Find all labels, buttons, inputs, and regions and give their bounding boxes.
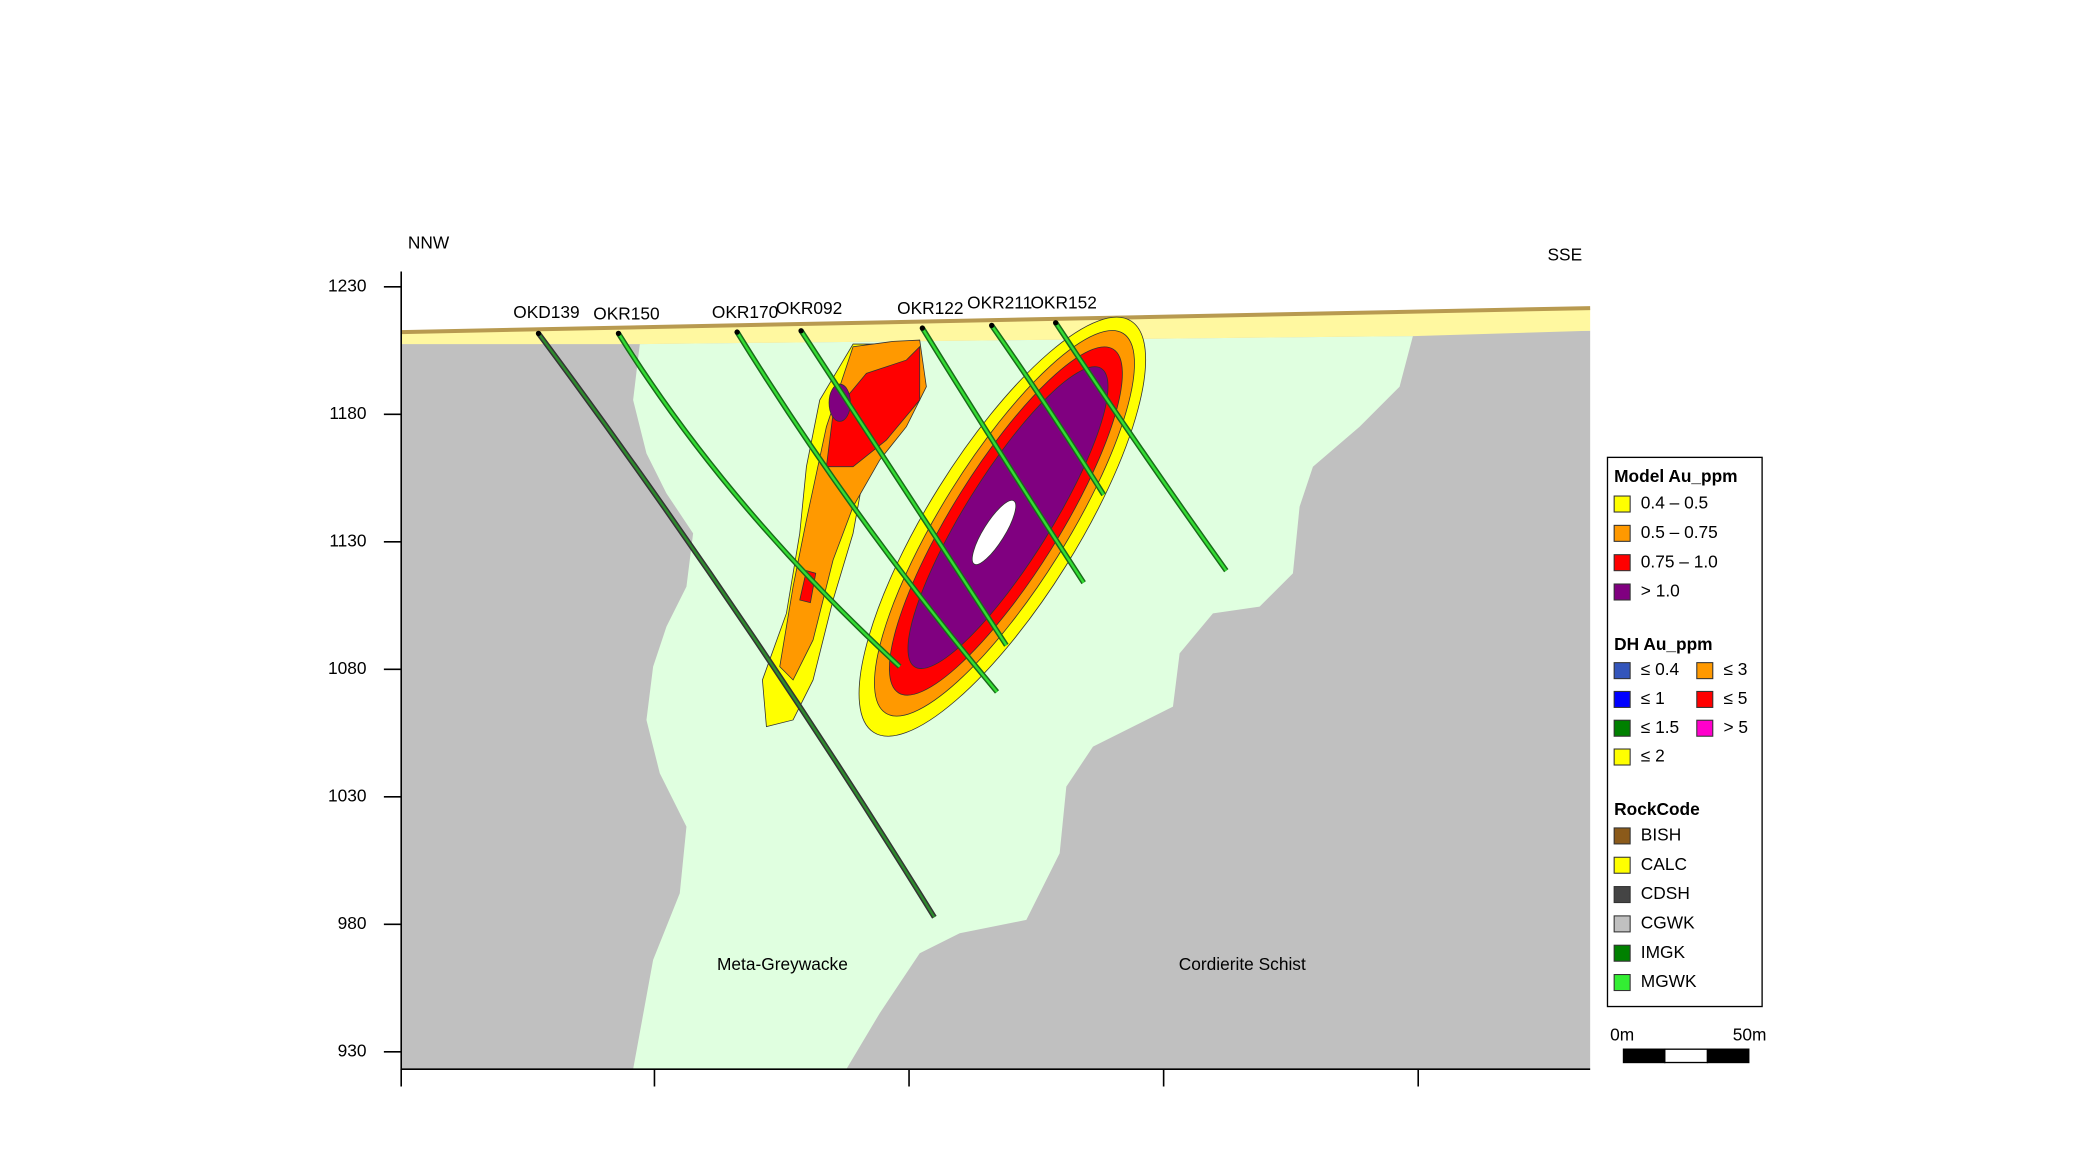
legend-swatch [1613, 495, 1631, 513]
drillhole-label: OKR122 [897, 298, 963, 318]
drillhole-core [921, 327, 1085, 584]
legend-label: CDSH [1641, 883, 1690, 903]
legend-label: IMGK [1641, 942, 1686, 962]
legend-title: DH Au_ppm [1614, 634, 1712, 654]
drillholes [535, 320, 1229, 919]
legend-swatch [1696, 719, 1714, 737]
legend-swatch [1696, 690, 1714, 708]
scale-label: 0m [1610, 1024, 1634, 1044]
legend-swatch [1613, 748, 1631, 766]
legend-swatch [1613, 944, 1631, 962]
scale-segment [1622, 1048, 1666, 1064]
y-tick-label: 1080 [328, 658, 367, 678]
legend-box [1606, 456, 1763, 1008]
legend-label: ≤ 2 [1641, 746, 1665, 766]
drillhole-core [800, 330, 1008, 646]
legend-swatch [1696, 662, 1714, 680]
drillhole-core [537, 332, 936, 918]
legend-title: RockCode [1614, 799, 1700, 819]
y-tick-label: 1130 [329, 530, 366, 550]
legend-swatch [1613, 856, 1631, 874]
legend-swatch [1613, 583, 1631, 601]
surface [401, 306, 1591, 335]
legend-label: BISH [1641, 824, 1681, 844]
legend-swatch [1613, 827, 1631, 845]
direction-label: NNW [408, 233, 450, 253]
collar [615, 330, 622, 337]
rock-label: Cordierite Schist [1179, 954, 1306, 974]
collar [1052, 320, 1059, 326]
drillhole-label: OKR092 [776, 298, 842, 318]
drillhole-label: OKR150 [593, 303, 659, 323]
legend-label: > 5 [1723, 717, 1748, 737]
legend: Model Au_ppm 0.4 – 0.5 0.5 – 0.75 0.75 – 1.… [1613, 466, 1748, 992]
direction-label: SSE [1548, 245, 1583, 265]
legend-swatch [1613, 886, 1631, 904]
drillhole-core [990, 324, 1105, 496]
legend-swatch [1613, 554, 1631, 572]
legend-label: CGWK [1641, 912, 1695, 932]
drillhole-label: OKD139 [513, 302, 579, 322]
y-tick-label: 930 [338, 1040, 367, 1060]
scale-segment [1664, 1048, 1709, 1064]
legend-swatch [1613, 974, 1631, 992]
legend-swatch [1613, 915, 1631, 933]
legend-label: CALC [1641, 854, 1687, 874]
drillhole-label: OKR211 [967, 293, 1032, 313]
scale-segment [1706, 1048, 1750, 1064]
legend-swatch [1613, 524, 1631, 542]
collar [798, 328, 804, 334]
legend-label: 0.5 – 0.75 [1641, 522, 1718, 542]
collar [989, 322, 995, 329]
collar [734, 329, 740, 335]
legend-swatch [1613, 662, 1631, 680]
drillhole-core [736, 331, 998, 693]
drillhole-core [617, 332, 901, 668]
legend-label: ≤ 5 [1723, 688, 1747, 708]
y-tick-label: 1230 [328, 275, 367, 295]
legend-label: MGWK [1641, 971, 1697, 991]
drillhole-label: OKR152 [1030, 293, 1096, 313]
legend-label: > 1.0 [1641, 581, 1680, 601]
legend-swatch [1613, 719, 1631, 737]
drillhole-core [1054, 322, 1228, 572]
y-tick-label: 980 [338, 913, 367, 933]
legend-label: ≤ 1.5 [1641, 717, 1679, 737]
collar [535, 330, 542, 337]
rock-label: Meta-Greywacke [717, 954, 848, 974]
legend-label: 0.4 – 0.5 [1641, 493, 1708, 513]
legend-label: 0.75 – 1.0 [1641, 551, 1718, 571]
legend-label: ≤ 0.4 [1641, 659, 1680, 679]
y-tick-label: 1180 [329, 403, 366, 423]
legend-swatch [1613, 690, 1631, 708]
legend-label: ≤ 3 [1723, 659, 1747, 679]
legend-label: ≤ 1 [1641, 688, 1665, 708]
scale-label: 50m [1733, 1024, 1767, 1044]
legend-title: Model Au_ppm [1614, 466, 1737, 486]
y-tick-label: 1030 [328, 785, 367, 805]
ore-gap [971, 499, 1017, 566]
scale-bar [1622, 1048, 1750, 1064]
collar [919, 325, 926, 331]
axes [400, 271, 1591, 1087]
drillhole-label: OKR170 [712, 302, 778, 322]
